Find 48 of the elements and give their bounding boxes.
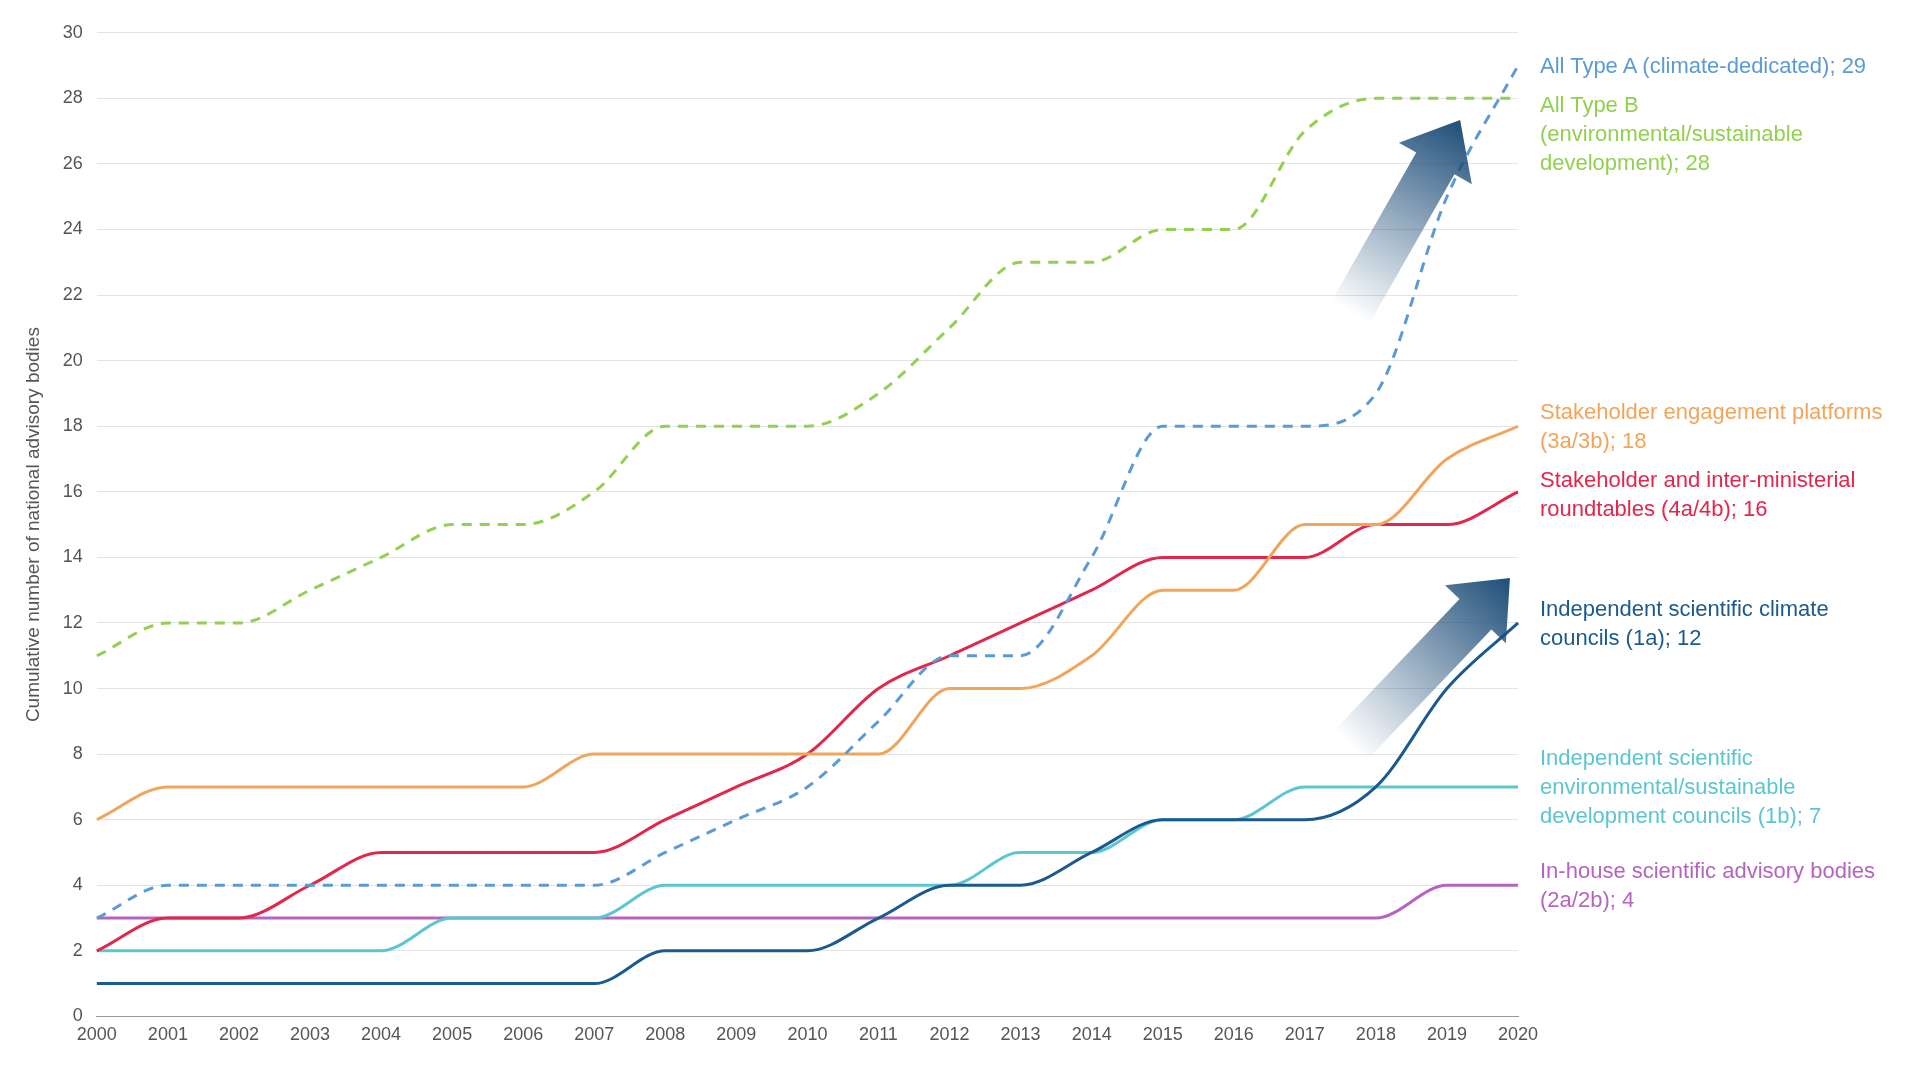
- y-tick-label: 8: [72, 743, 83, 764]
- series-label: Stakeholder engagement platforms (3a/3b); 18: [1540, 399, 1883, 454]
- x-tick-label: 2005: [432, 1024, 473, 1045]
- series-label: Independent scientific environmental/sustainable development councils (1b); 7: [1540, 745, 1822, 829]
- x-tick-label: 2002: [218, 1024, 259, 1045]
- x-tick-label: 2010: [787, 1024, 828, 1045]
- x-tick-label: 2013: [1000, 1024, 1041, 1045]
- y-tick-label: 30: [62, 21, 83, 42]
- y-tick-label: 18: [62, 415, 83, 436]
- x-tick-label: 2012: [929, 1024, 970, 1045]
- x-tick-label: 2003: [289, 1024, 331, 1045]
- y-tick-label: 10: [62, 677, 83, 698]
- y-tick-label: 22: [62, 284, 83, 305]
- y-tick-label: 24: [62, 218, 83, 239]
- y-tick-label: 26: [62, 152, 83, 173]
- y-tick-label: 14: [62, 546, 83, 567]
- x-tick-label: 2019: [1426, 1024, 1467, 1045]
- x-tick-label: 2007: [574, 1024, 615, 1045]
- y-tick-label: 20: [62, 349, 83, 370]
- series-label: All Type B (environmental/sustainable development); 28: [1540, 92, 1803, 176]
- x-tick-label: 2008: [645, 1024, 686, 1045]
- x-tick-label: 2004: [361, 1024, 402, 1045]
- x-tick-label: 2014: [1071, 1024, 1112, 1045]
- series-label: All Type A (climate-dedicated); 29: [1540, 53, 1867, 79]
- y-tick-label: 6: [72, 808, 83, 829]
- x-tick-label: 2018: [1355, 1024, 1396, 1045]
- x-tick-label: 2015: [1142, 1024, 1183, 1045]
- x-tick-label: 2001: [147, 1024, 188, 1045]
- x-tick-label: 2006: [503, 1024, 544, 1045]
- y-axis-title: Cumulative number of national advisory bodies: [21, 327, 43, 723]
- y-tick-label: 28: [62, 87, 83, 108]
- y-tick-label: 16: [62, 480, 83, 501]
- series-label: Independent scientific climate councils (1a); 12: [1540, 595, 1829, 650]
- x-tick-label: 2009: [716, 1024, 757, 1045]
- series-label: In-house scientific advisory bodies (2a/2b); 4: [1540, 858, 1876, 913]
- x-tick-label: 2016: [1213, 1024, 1254, 1045]
- line-series: [95, 621, 1520, 986]
- y-tick-label: 2: [72, 939, 83, 960]
- x-tick-label: 2017: [1284, 1024, 1325, 1045]
- x-tick-label: 2000: [76, 1024, 117, 1045]
- y-tick-label: 0: [72, 1005, 83, 1026]
- line-series: [95, 490, 1520, 953]
- y-tick-label: 4: [72, 874, 83, 895]
- y-tick-label: 12: [62, 611, 83, 632]
- line-series: [95, 424, 1520, 822]
- x-tick-label: 2020: [1497, 1024, 1539, 1045]
- series-label: Stakeholder and inter-ministerial roundtables (4a/4b); 16: [1540, 467, 1856, 522]
- x-tick-label: 2011: [859, 1024, 898, 1045]
